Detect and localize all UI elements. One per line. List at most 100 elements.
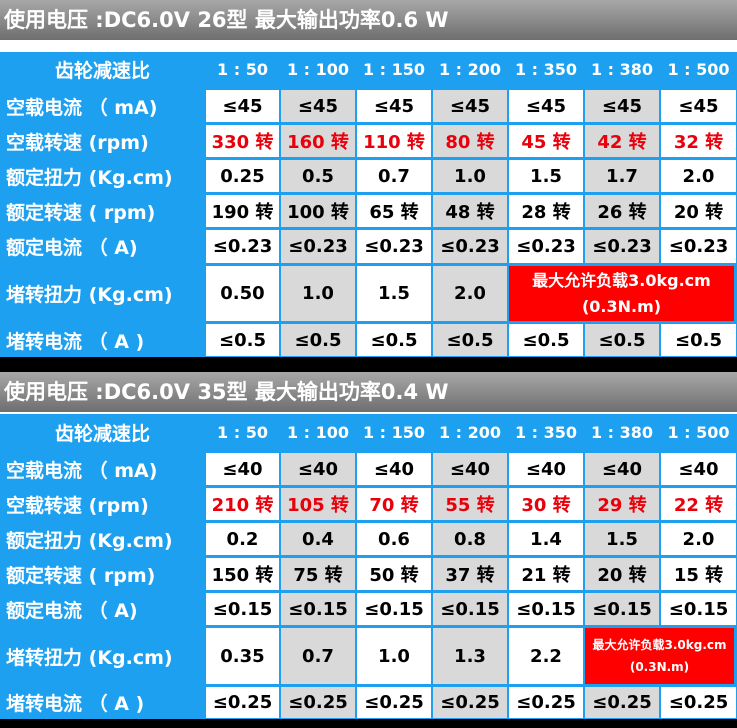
value-cell: 0.8 — [433, 523, 507, 555]
ratio-header: 1 : 380 — [590, 60, 654, 79]
row-label: 空载电流 （ mA) — [6, 459, 158, 482]
row-label: 额定电流 （ A) — [6, 599, 138, 622]
value-cell: 20 转 — [661, 195, 736, 227]
section-banner: 使用电压 :DC6.0V 26型 最大输出功率0.6 W — [0, 0, 737, 40]
value-cell: ≤0.15 — [281, 593, 355, 625]
value-cell: 1.7 — [585, 160, 659, 192]
value-cell: ≤0.23 — [509, 230, 583, 263]
value-cell: 0.2 — [206, 523, 279, 555]
ratio-header: 1 : 380 — [590, 422, 654, 442]
value-cell: ≤0.15 — [509, 593, 583, 625]
value-cell: 2.0 — [661, 160, 736, 192]
value-cell: 0.7 — [281, 628, 355, 684]
value-cell: 21 转 — [509, 558, 583, 590]
value-cell: ≤40 — [509, 453, 583, 485]
value-cell: ≤40 — [206, 453, 279, 485]
value-cell: 190 转 — [206, 195, 279, 227]
value-cell: 28 转 — [509, 195, 583, 227]
value-cell: ≤0.15 — [357, 593, 431, 625]
row-label: 额定转速 ( rpm) — [6, 201, 156, 224]
value-cell: ≤0.5 — [661, 324, 736, 356]
value-cell: 50 转 — [357, 558, 431, 590]
value-cell: 1.3 — [433, 628, 507, 684]
row-label: 额定电流 （ A) — [6, 237, 138, 259]
value-cell: 32 转 — [661, 125, 736, 157]
spec-section: 使用电压 :DC6.0V 26型 最大输出功率0.6 W 齿轮减速比 1 : 50 1… — [0, 0, 737, 358]
value-cell: ≤0.25 — [661, 687, 736, 718]
value-cell: 20 转 — [585, 558, 659, 590]
value-cell: ≤40 — [661, 453, 736, 485]
value-cell: 160 转 — [281, 125, 355, 157]
value-cell: 150 转 — [206, 558, 279, 590]
value-cell: 2.2 — [509, 628, 583, 684]
value-cell: 45 转 — [509, 125, 583, 157]
value-cell: 55 转 — [433, 488, 507, 520]
value-cell: ≤0.23 — [585, 230, 659, 263]
ratio-header: 1 : 150 — [362, 60, 426, 79]
gear-ratio-header: 齿轮减速比 — [54, 422, 150, 445]
value-cell: 80 转 — [433, 125, 507, 157]
row-label: 堵转扭力 (Kg.cm) — [6, 646, 173, 669]
value-cell: ≤0.5 — [357, 324, 431, 356]
row-label: 空载转速 (rpm) — [6, 494, 149, 517]
value-cell: ≤45 — [661, 90, 736, 122]
value-cell: ≤0.5 — [433, 324, 507, 356]
spec-table: 齿轮减速比 1 : 50 1 : 100 1 : 150 1 : 200 1 : 350 1… — [0, 52, 737, 357]
row-label: 空载转速 (rpm) — [6, 131, 149, 154]
value-cell: ≤0.25 — [357, 687, 431, 718]
value-cell: 110 转 — [357, 125, 431, 157]
ratio-header: 1 : 500 — [667, 60, 730, 79]
value-cell: 100 转 — [281, 195, 355, 227]
value-cell: 26 转 — [585, 195, 659, 227]
value-cell: ≤45 — [206, 90, 279, 122]
value-cell: ≤0.23 — [661, 230, 736, 263]
value-cell: 210 转 — [206, 488, 279, 520]
value-cell: ≤0.23 — [357, 230, 431, 263]
ratio-header: 1 : 100 — [286, 422, 350, 442]
value-cell: ≤0.23 — [433, 230, 507, 263]
value-cell: 48 转 — [433, 195, 507, 227]
value-cell: ≤0.5 — [585, 324, 659, 356]
value-cell: ≤0.25 — [509, 687, 583, 718]
row-label: 额定转速 ( rpm) — [6, 564, 156, 587]
value-cell: 1.0 — [433, 160, 507, 192]
value-cell: ≤0.5 — [206, 324, 279, 356]
value-cell: 0.7 — [357, 160, 431, 192]
value-cell: 42 转 — [585, 125, 659, 157]
value-cell: ≤45 — [281, 90, 355, 122]
value-cell: ≤40 — [357, 453, 431, 485]
value-cell: 2.0 — [661, 523, 736, 555]
ratio-header: 1 : 150 — [362, 422, 426, 442]
value-cell: 15 转 — [661, 558, 736, 590]
max-load-warning: 最大允许负载3.0kg.cm (0.3N.m) — [509, 266, 734, 321]
value-cell: 0.25 — [206, 160, 279, 192]
value-cell: ≤0.25 — [433, 687, 507, 718]
ratio-header: 1 : 200 — [438, 60, 502, 79]
value-cell: 1.5 — [509, 160, 583, 192]
ratio-header: 1 : 350 — [514, 422, 578, 442]
value-cell: ≤0.5 — [509, 324, 583, 356]
ratio-header: 1 : 350 — [514, 60, 578, 79]
value-cell: ≤0.25 — [585, 687, 659, 718]
value-cell: ≤0.23 — [281, 230, 355, 263]
ratio-header: 1 : 500 — [667, 422, 730, 442]
value-cell: 75 转 — [281, 558, 355, 590]
value-cell: ≤0.25 — [206, 687, 279, 718]
max-load-warning: 最大允许负载3.0kg.cm (0.3N.m) — [585, 628, 734, 684]
warning-line-1: 最大允许负载3.0kg.cm — [592, 638, 727, 652]
value-cell: 105 转 — [281, 488, 355, 520]
value-cell: 0.35 — [206, 628, 279, 684]
value-cell: 37 转 — [433, 558, 507, 590]
value-cell: ≤0.15 — [661, 593, 736, 625]
value-cell: ≤0.23 — [206, 230, 279, 263]
row-label: 堵转扭力 (Kg.cm) — [6, 284, 173, 306]
row-label: 额定扭力 (Kg.cm) — [6, 166, 173, 189]
value-cell: 0.5 — [281, 160, 355, 192]
value-cell: ≤40 — [433, 453, 507, 485]
value-cell: 70 转 — [357, 488, 431, 520]
ratio-header: 1 : 100 — [286, 60, 350, 79]
value-cell: 0.4 — [281, 523, 355, 555]
value-cell: 0.50 — [206, 266, 279, 321]
value-cell: ≤45 — [433, 90, 507, 122]
value-cell: 1.0 — [281, 266, 355, 321]
